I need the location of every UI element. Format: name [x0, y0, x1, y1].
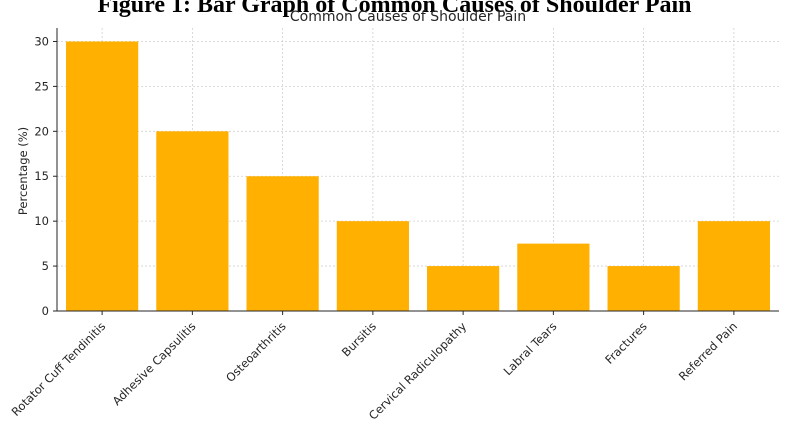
bar: [66, 41, 139, 311]
x-tick-label: Labral Tears: [501, 319, 560, 378]
axes-layer: [56, 28, 779, 312]
y-ticks: 0 5 10 15 20 25 30: [34, 34, 57, 318]
bar: [246, 176, 319, 311]
y-tick-label: 20: [34, 124, 49, 138]
bar: [427, 266, 500, 311]
y-tick-label: 30: [34, 34, 49, 48]
bars-layer: [66, 41, 770, 311]
y-tick-label: 10: [34, 214, 49, 228]
x-ticks: Rotator Cuff Tendinitis Adhesive Capsulit…: [9, 311, 740, 423]
bar: [517, 243, 590, 311]
bar: [697, 221, 770, 311]
x-tick-label: Osteoarthritis: [223, 319, 289, 385]
y-tick-label: 5: [42, 259, 49, 273]
x-tick-label: Referred Pain: [676, 319, 740, 383]
y-tick-label: 15: [34, 169, 49, 183]
x-tick-label: Adhesive Capsulitis: [110, 319, 199, 408]
y-axis-label: Percentage (%): [16, 127, 30, 215]
bar: [607, 266, 680, 311]
x-tick-label: Fractures: [602, 319, 650, 367]
y-tick-label: 0: [42, 304, 49, 318]
x-tick-label: Bursitis: [339, 319, 379, 359]
x-tick-label: Rotator Cuff Tendinitis: [9, 319, 109, 419]
y-tick-label: 25: [34, 79, 49, 93]
bar: [156, 131, 229, 311]
x-tick-label: Cervical Radiculopathy: [366, 319, 469, 422]
figure-heading: Figure 1: Bar Graph of Common Causes of …: [97, 0, 692, 18]
bar: [336, 221, 409, 311]
chart-title: Common Causes of Shoulder Pain: [290, 9, 526, 25]
